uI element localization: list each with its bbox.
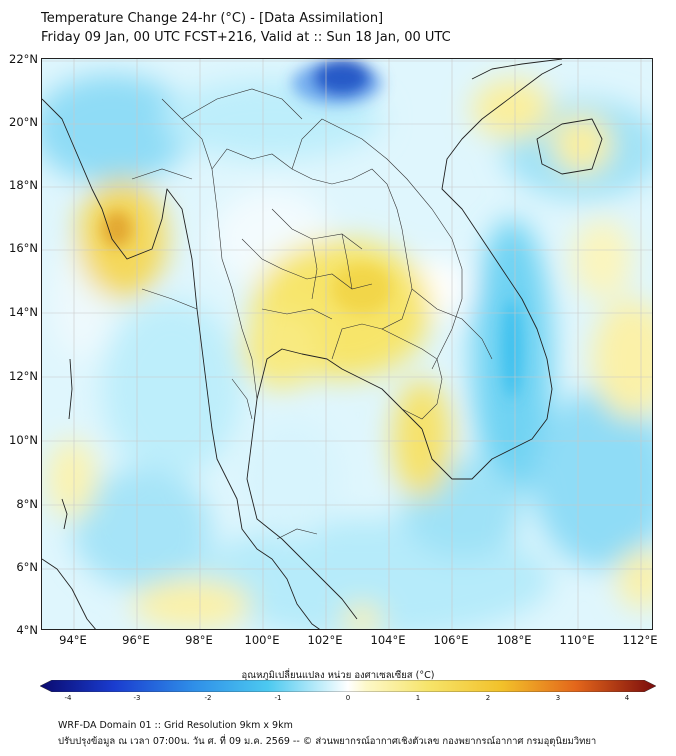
colorbar-tick: 4 <box>624 694 630 702</box>
colorbar-tick: -3 <box>133 694 141 702</box>
colorbar-tick: 3 <box>555 694 561 702</box>
lon-label: 102°E <box>307 633 343 647</box>
lat-label: 18°N <box>9 178 38 192</box>
lon-label: 112°E <box>622 633 658 647</box>
colorbar-tick: -1 <box>274 694 282 702</box>
lat-label: 4°N <box>16 623 38 637</box>
lat-label: 16°N <box>9 241 38 255</box>
admin-borders <box>131 88 493 540</box>
map-subtitle: Friday 09 Jan, 00 UTC FCST+216, Valid at… <box>41 30 451 45</box>
colorbar-tick: 2 <box>485 694 491 702</box>
colorbar-tick: -4 <box>64 694 72 702</box>
colorbar-tick: 1 <box>415 694 421 702</box>
colorbar <box>40 680 656 692</box>
lon-label: 110°E <box>559 633 595 647</box>
lon-label: 96°E <box>122 633 150 647</box>
lat-label: 22°N <box>9 52 38 66</box>
temperature-field <box>42 59 652 629</box>
map-title: Temperature Change 24-hr (°C) - [Data As… <box>41 11 384 26</box>
lat-label: 20°N <box>9 115 38 129</box>
lon-label: 104°E <box>370 633 406 647</box>
lat-label: 6°N <box>16 560 38 574</box>
update-info: ปรับปรุงข้อมูล ณ เวลา 07:00น. วัน ศ. ที่… <box>58 736 597 747</box>
temperature-change-map <box>41 58 653 630</box>
map-canvas <box>42 59 652 629</box>
colorbar-title: อุณหภูมิเปลี่ยนแปลง หน่วย องศาเซลเซียส (… <box>241 670 435 681</box>
coastlines <box>42 59 603 629</box>
lat-label: 12°N <box>9 369 38 383</box>
colorbar-tick: 0 <box>345 694 351 702</box>
colorbar-tick: -2 <box>204 694 212 702</box>
lon-label: 106°E <box>433 633 469 647</box>
lat-label: 10°N <box>9 433 38 447</box>
lon-label: 98°E <box>185 633 213 647</box>
lat-label: 14°N <box>9 305 38 319</box>
lat-label: 8°N <box>16 497 38 511</box>
lat-lon-grid <box>42 59 652 629</box>
model-info: WRF-DA Domain 01 :: Grid Resolution 9km … <box>58 720 293 731</box>
lon-label: 100°E <box>244 633 280 647</box>
lon-label: 94°E <box>59 633 87 647</box>
lon-label: 108°E <box>496 633 532 647</box>
